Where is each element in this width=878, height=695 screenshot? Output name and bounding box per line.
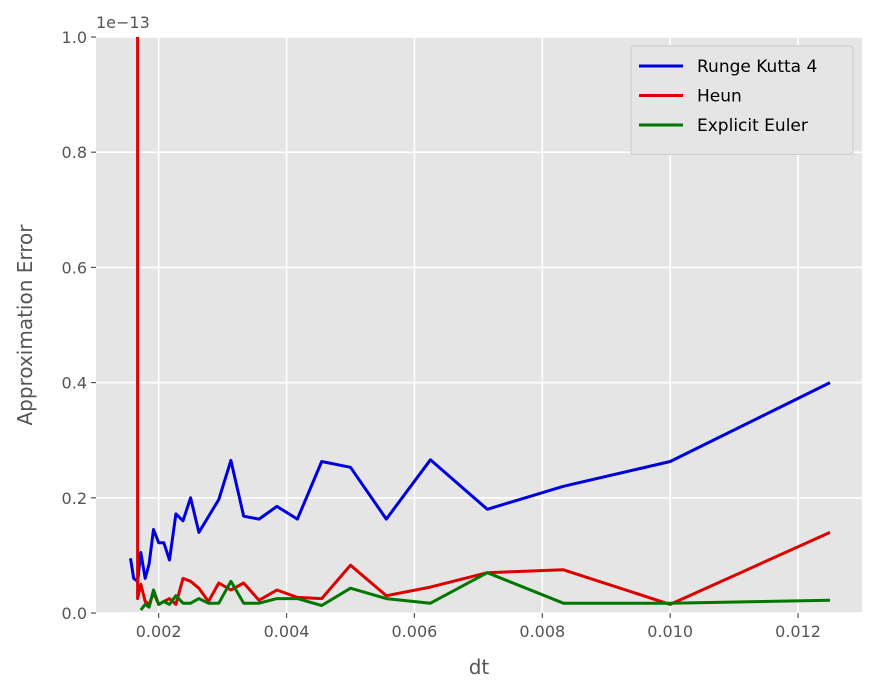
y-axis-label: Approximation Error [13,224,37,426]
y-offset-label: 1e−13 [96,13,150,32]
legend-box [630,45,854,155]
x-tick-label: 0.008 [519,622,565,641]
y-tick-label: 0.2 [62,489,87,508]
series-line-explicit-euler [139,571,831,612]
y-tick-label: 1.0 [62,28,87,47]
legend-label-heun: Heun [697,87,742,107]
x-tick-label: 0.006 [392,622,438,641]
y-tick-label: 0.0 [62,604,87,623]
legend-label-explicit-euler: Explicit Euler [697,116,808,136]
y-tick-label: 0.8 [62,143,87,162]
y-tick-label: 0.6 [62,258,87,277]
x-tick-label: 0.010 [647,622,693,641]
x-axis: 0.002 0.004 0.006 0.008 0.010 0.012 [136,613,821,641]
x-tick-label: 0.012 [775,622,821,641]
y-axis: 0.0 0.2 0.4 0.6 0.8 1.0 [62,28,96,623]
legend: Runge Kutta 4 Heun Explicit Euler [630,45,854,155]
x-tick-label: 0.004 [264,622,310,641]
series-line-runge-kutta-4 [129,381,831,583]
x-tick-label: 0.002 [136,622,182,641]
y-tick-label: 0.4 [62,374,87,393]
x-axis-label: dt [469,655,490,679]
legend-label-runge-kutta-4: Runge Kutta 4 [697,57,817,77]
series-layer [129,37,831,612]
